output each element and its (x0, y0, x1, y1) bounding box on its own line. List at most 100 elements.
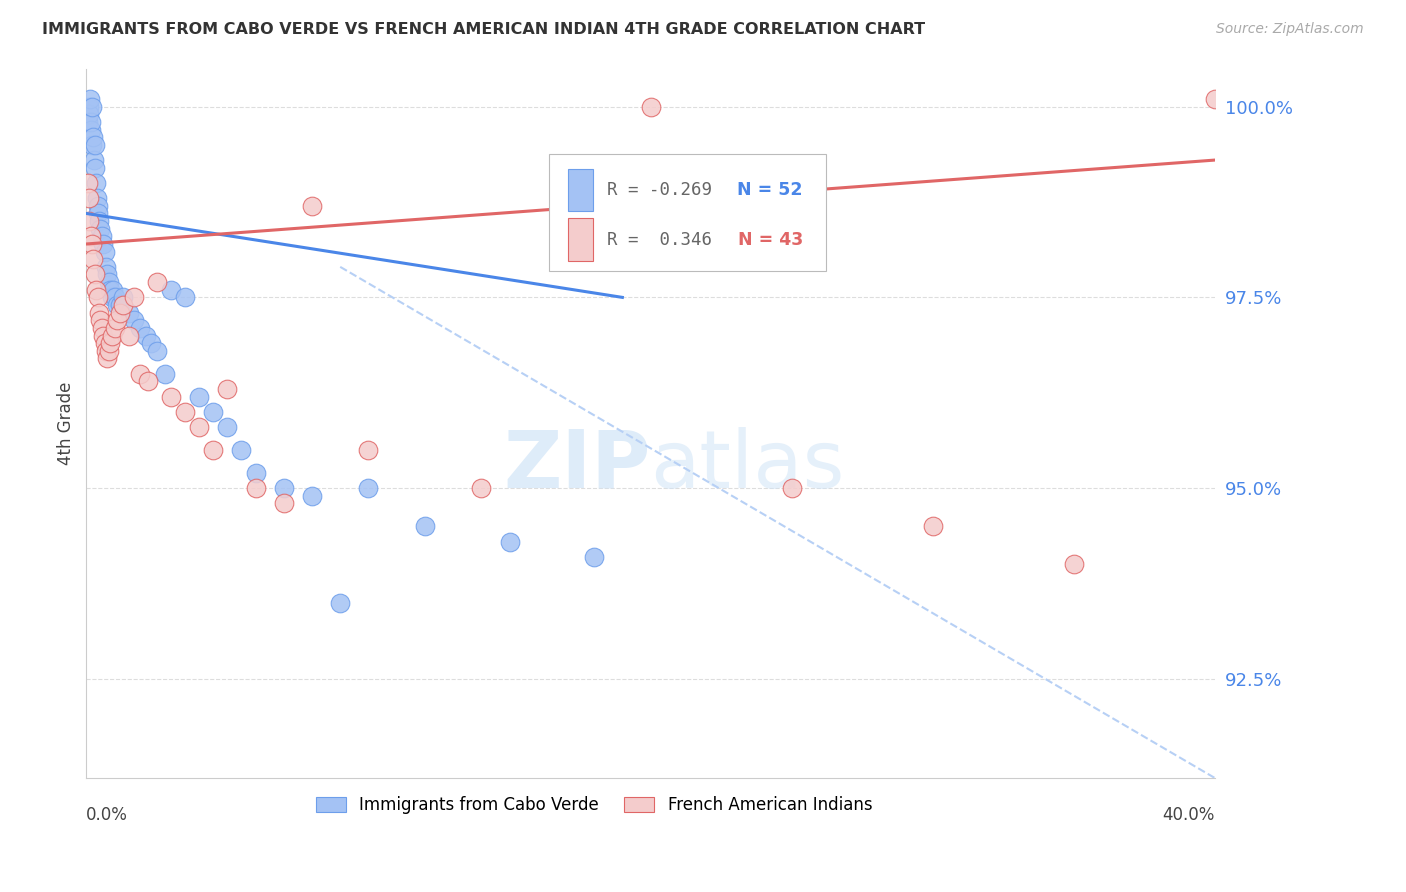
Point (101, 283, 124, 297)
Point (94, 343, 117, 358)
Point (87, 305, 110, 319)
Point (97, 343, 120, 358)
Point (1204, 92, 1226, 106)
Point (98, 336, 121, 351)
FancyBboxPatch shape (568, 219, 593, 261)
Point (94, 260, 117, 274)
Text: N = 43: N = 43 (738, 231, 803, 249)
Point (80, 115, 103, 129)
FancyBboxPatch shape (568, 169, 593, 211)
Point (97, 275, 120, 289)
Point (129, 321, 152, 335)
Point (108, 305, 131, 319)
Point (96, 268, 118, 282)
Point (188, 420, 211, 434)
Point (77, 191, 100, 205)
Point (93, 336, 115, 351)
Point (470, 481, 492, 495)
Point (91, 328, 114, 343)
Point (87, 206, 110, 220)
Point (111, 290, 134, 304)
Point (83, 137, 105, 152)
Point (122, 290, 145, 304)
Point (780, 481, 803, 495)
Point (96, 351, 118, 366)
Point (498, 534, 520, 549)
Point (80, 237, 103, 252)
Text: N = 52: N = 52 (737, 181, 803, 199)
Point (921, 519, 943, 533)
Point (87, 214, 110, 228)
Point (84, 176, 107, 190)
Point (84, 283, 107, 297)
Point (89, 221, 111, 235)
Point (83, 153, 105, 167)
Point (82, 100, 104, 114)
Point (301, 199, 323, 213)
Point (217, 420, 239, 434)
Point (90, 229, 112, 244)
Text: 0.0%: 0.0% (86, 806, 128, 824)
Text: IMMIGRANTS FROM CABO VERDE VS FRENCH AMERICAN INDIAN 4TH GRADE CORRELATION CHART: IMMIGRANTS FROM CABO VERDE VS FRENCH AME… (42, 22, 925, 37)
Point (103, 321, 125, 335)
Point (217, 382, 239, 396)
Point (105, 313, 128, 327)
Point (245, 466, 267, 480)
Point (174, 405, 197, 419)
Point (82, 252, 104, 267)
Point (301, 489, 323, 503)
Text: atlas: atlas (651, 427, 845, 505)
Point (77, 100, 100, 114)
Y-axis label: 4th Grade: 4th Grade (58, 382, 75, 465)
Point (135, 328, 157, 343)
Text: R =  0.346: R = 0.346 (606, 231, 711, 249)
Point (79, 92, 101, 106)
Point (111, 298, 134, 312)
Point (82, 130, 104, 145)
Legend: Immigrants from Cabo Verde, French American Indians: Immigrants from Cabo Verde, French Ameri… (311, 791, 877, 820)
Point (146, 343, 169, 358)
Point (155, 367, 177, 381)
Text: ZIP: ZIP (503, 427, 651, 505)
Point (640, 100, 662, 114)
FancyBboxPatch shape (548, 153, 825, 271)
Point (141, 336, 163, 351)
Point (413, 519, 436, 533)
Point (273, 496, 295, 510)
Point (188, 390, 211, 404)
Point (100, 290, 122, 304)
Text: R = -0.269: R = -0.269 (606, 181, 711, 199)
Point (77, 107, 100, 121)
Point (117, 328, 139, 343)
Point (86, 199, 108, 213)
Point (122, 313, 145, 327)
Point (138, 374, 160, 388)
Point (79, 229, 101, 244)
Point (160, 283, 183, 297)
Point (98, 283, 121, 297)
Point (76, 115, 98, 129)
Point (160, 390, 183, 404)
Point (273, 481, 295, 495)
Point (100, 328, 122, 343)
Point (202, 405, 225, 419)
Point (103, 290, 125, 304)
Point (89, 313, 111, 327)
Point (79, 122, 101, 136)
Point (80, 137, 103, 152)
Point (108, 298, 131, 312)
Point (91, 237, 114, 252)
Point (105, 298, 128, 312)
Point (86, 191, 108, 205)
Text: Source: ZipAtlas.com: Source: ZipAtlas.com (1216, 22, 1364, 37)
Point (83, 268, 105, 282)
Text: 40.0%: 40.0% (1163, 806, 1215, 824)
Point (329, 595, 352, 609)
Point (76, 176, 98, 190)
Point (202, 442, 225, 457)
Point (245, 481, 267, 495)
Point (357, 481, 380, 495)
Point (117, 305, 139, 319)
Point (93, 244, 115, 259)
Point (583, 549, 606, 564)
